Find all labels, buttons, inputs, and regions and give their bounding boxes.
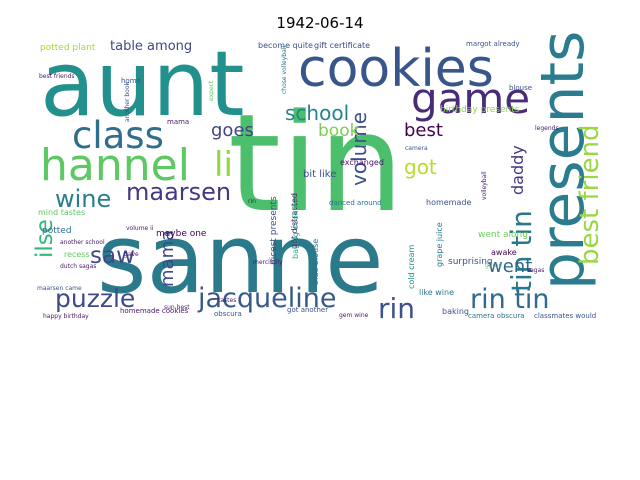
word-37: exchanged [340,158,384,167]
word-64: expect [208,80,215,101]
word-53: classmates would [534,312,596,320]
word-32: gift certificate [314,41,370,50]
word-76: mercifully [253,259,283,266]
word-47: baking [442,307,469,316]
word-30: potted plant [40,43,96,53]
word-59: margot already [466,40,520,48]
word-5: presents [528,31,598,290]
word-66: volume ii [126,225,154,232]
word-77: sun best [164,304,190,311]
word-16: maarsen [126,178,231,206]
word-1: tin [228,85,404,242]
word-73: camera [405,145,428,152]
word-54: obscura [214,310,242,318]
word-63: mama [167,118,189,126]
word-67: gave [124,251,139,258]
word-72: maarsen came [37,285,82,292]
word-36: bit like [303,169,336,180]
word-9: li [214,145,233,185]
word-26: got [404,155,437,179]
word-74: legends [535,125,559,132]
word-56: homemade [426,198,471,207]
word-50: homemade cookies [120,307,189,315]
word-18: ilse [32,219,58,258]
word-39: potted [42,226,72,236]
word-49: baking cookies [291,199,300,259]
chart-title: 1942-06-14 [276,14,364,32]
word-3: aunt [40,32,245,137]
word-57: danced around [329,199,382,207]
word-14: tin tin [505,210,538,292]
word-25: best [404,120,443,141]
word-40: nicest presents [269,196,279,265]
word-42: grape juice [435,222,444,267]
word-21: volume [347,112,371,186]
word-45: awake [491,248,517,257]
word-69: another school [60,239,105,246]
word-20: mama [157,230,178,287]
word-2: sanne [97,205,384,315]
word-10: best friend [575,124,605,265]
word-38: mind tastes [38,208,85,217]
word-24: goes [211,120,254,141]
word-70: dutch sagas [60,263,96,270]
word-19: saw [90,243,135,269]
word-8: hannel [40,140,190,191]
word-31: become quite [258,41,313,50]
word-33: birthday presents [440,105,520,115]
word-29: table among [110,39,192,54]
word-41: blue blouse [311,239,320,285]
word-58: blouse [509,84,532,92]
word-80: gem wine [339,312,369,319]
word-52: camera obscura [468,312,524,320]
word-51: got another [287,306,328,314]
word-71: happy birthday [43,313,89,320]
word-43: cold cream [407,245,416,289]
word-4: cookies [298,39,494,99]
word-23: book [318,121,360,141]
word-55: recess [64,250,90,259]
word-61: another book [124,81,131,122]
word-15: puzzle [55,284,135,313]
word-62: chose volleyball [281,46,288,94]
word-6: game [411,74,530,123]
word-78: tastes [218,297,236,304]
word-81: sagas [527,267,544,274]
word-65: best friends [39,73,75,80]
word-79: rin [248,198,256,205]
word-34: went along [478,230,528,240]
word-27: daddy [508,145,527,195]
word-46: like wine [419,288,454,297]
word-68: game [485,262,502,269]
word-75: volleyball [481,171,488,200]
word-12: rin tin [470,284,550,315]
word-44: surprising [448,257,493,267]
word-13: rin [378,292,415,325]
word-11: jacqueline [197,283,336,314]
word-22: school [285,101,349,125]
word-35: maybe one [156,229,207,239]
word-17: wine [55,185,111,213]
word-48: got distracted [290,193,299,249]
word-28: went [488,256,532,277]
word-7: class [72,114,164,157]
word-60: home [121,77,141,85]
